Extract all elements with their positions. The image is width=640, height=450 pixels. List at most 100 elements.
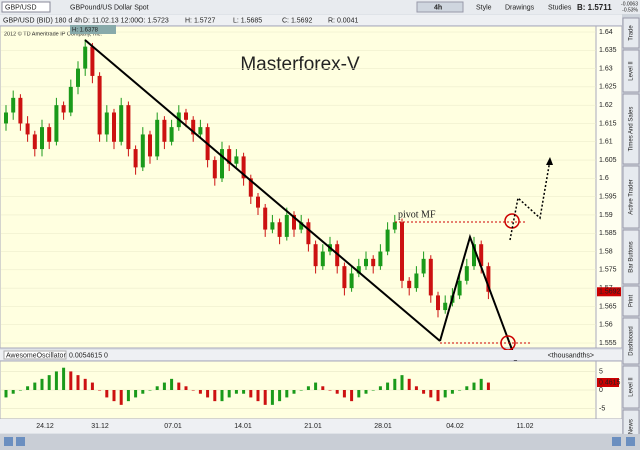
y-tick-label: 1.61	[599, 139, 613, 146]
x-tick-label: 14.01	[234, 423, 252, 430]
candle-body	[11, 97, 16, 113]
sidebar-tab[interactable]	[622, 285, 640, 317]
candle-body	[148, 134, 152, 157]
osc-bar	[299, 390, 303, 391]
time-axis	[0, 419, 622, 433]
candle-body	[421, 258, 426, 274]
copyright: 2012 © TD Ameritrade IP Company, Inc.	[4, 30, 102, 37]
sidebar-tab-label[interactable]: Times And Sales	[629, 107, 635, 152]
osc-bar	[328, 390, 332, 391]
candle-body	[18, 97, 23, 124]
osc-bar	[249, 390, 253, 398]
candle-body	[486, 266, 491, 292]
sidebar-tabs: Trade Level II Times And Sales Active Trade…	[622, 17, 640, 450]
y-tick-label: 1.615	[599, 120, 617, 127]
candle-body	[263, 207, 268, 230]
osc-name[interactable]: AwesomeOscillator	[6, 352, 66, 359]
sidebar-tab[interactable]	[622, 49, 640, 93]
sidebar-tab-label[interactable]: Print	[629, 295, 635, 308]
bottom-icons	[4, 437, 635, 446]
bid: B: 1.5711	[577, 3, 612, 12]
candle-body	[54, 105, 59, 142]
sidebar-tab-label[interactable]: Live News	[629, 419, 635, 447]
osc-bar	[18, 390, 22, 391]
sidebar-tab[interactable]	[622, 93, 640, 165]
osc-bar	[472, 382, 476, 390]
y-tick-label: 1.62	[599, 102, 613, 109]
candle-body	[227, 149, 232, 164]
toolbar-button[interactable]: Studies	[548, 4, 572, 11]
osc-name-box[interactable]	[3, 350, 67, 360]
osc-bar	[314, 382, 318, 390]
header-field: H: 1.5727	[185, 17, 215, 24]
sidebar-tab-label[interactable]: Bar Buttons	[629, 241, 635, 272]
osc-bar	[155, 386, 159, 390]
candle-body	[140, 134, 145, 168]
y-tick-label: 1.59	[599, 212, 613, 219]
icon[interactable]	[626, 437, 635, 446]
candle-body	[457, 280, 462, 296]
sidebar-tab-label[interactable]: Active Trader	[629, 179, 635, 214]
x-tick-label: 24.12	[36, 423, 54, 430]
candle-body	[61, 105, 66, 113]
candle-body	[284, 214, 289, 237]
osc-bar	[407, 378, 411, 390]
candle-body	[385, 229, 390, 252]
sidebar-tab[interactable]	[622, 229, 640, 285]
y-tick-label: 1.625	[599, 84, 617, 91]
candle-body	[472, 244, 476, 267]
symbol[interactable]: GBP/USD	[5, 4, 37, 11]
candle-body	[364, 258, 368, 267]
candle-body	[320, 251, 325, 267]
header-field: R: 0.0041	[328, 17, 358, 24]
toolbar-button[interactable]: Drawings	[505, 4, 535, 11]
osc-bar	[40, 378, 44, 390]
forecast-path	[509, 159, 551, 241]
trend-line	[84, 39, 441, 342]
osc-bar	[54, 371, 58, 390]
candle-body	[119, 105, 124, 142]
osc-bar	[400, 375, 404, 390]
osc-units: <thousandths>	[548, 352, 594, 359]
osc-bar	[465, 386, 469, 390]
y-tick-label: 1.64	[599, 29, 613, 36]
candle-body	[126, 105, 131, 150]
candle-body	[270, 222, 275, 230]
icon[interactable]	[612, 437, 621, 446]
osc-bar	[177, 382, 181, 390]
sidebar-tab[interactable]	[622, 365, 640, 409]
osc-bar	[162, 382, 166, 390]
candle-body	[40, 127, 44, 150]
x-labels: 24.12 31.12 07.01 14.01 21.01 28.01 04.02 11.02	[36, 423, 533, 430]
osc-bar	[458, 390, 462, 391]
sidebar-tab-label[interactable]: Dashboard	[629, 326, 635, 355]
osc-bar	[371, 390, 375, 391]
candle-body	[32, 134, 37, 150]
header-fields: GBP/USD (BID) 180 d 4h D: 11.02.13 12:00 O…	[3, 17, 358, 24]
interval[interactable]: 4h	[434, 4, 442, 11]
candle-body	[4, 112, 8, 124]
y-tick-label: 1.565	[599, 303, 617, 310]
icon[interactable]	[4, 437, 13, 446]
toolbar-button[interactable]: Style	[476, 4, 492, 11]
symbol-box[interactable]	[1, 1, 51, 13]
candle-body	[47, 127, 52, 142]
osc-tick-label: 5	[599, 368, 603, 375]
sidebar-tab-label[interactable]: Trade	[629, 25, 635, 41]
candle-body	[133, 149, 138, 168]
osc-bar	[429, 390, 433, 398]
sidebar-tab[interactable]	[622, 165, 640, 229]
change-pct: -0.53%	[622, 7, 638, 13]
candle-body	[299, 222, 304, 230]
sidebar-tab[interactable]	[622, 17, 640, 49]
sidebar-tab-label[interactable]: Level II	[629, 61, 635, 81]
x-tick-label: 07.01	[164, 423, 182, 430]
osc-bar	[263, 390, 267, 405]
icon[interactable]	[16, 437, 25, 446]
interval-box[interactable]	[416, 1, 464, 13]
sidebar-tab[interactable]	[622, 317, 640, 365]
osc-bar	[170, 378, 174, 390]
sidebar-tab-label[interactable]: Level II	[629, 377, 635, 397]
candle-body	[212, 160, 217, 179]
